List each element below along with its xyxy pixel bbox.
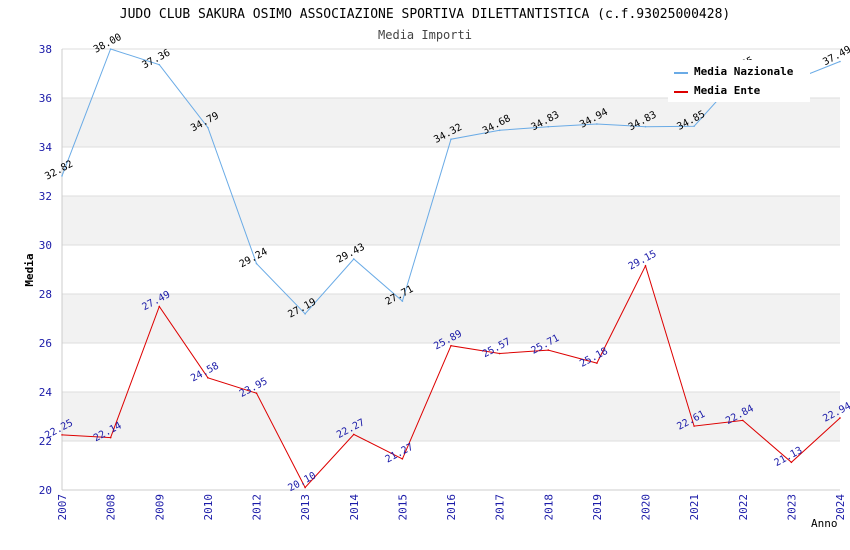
legend-label-nazionale: Media Nazionale [694, 65, 794, 78]
legend: Media Nazionale Media Ente [668, 60, 810, 102]
y-tick-label: 36 [39, 92, 52, 105]
data-point [352, 258, 355, 260]
data-point [158, 63, 161, 66]
x-tick-label: 2022 [737, 494, 750, 521]
data-point [596, 123, 598, 125]
data-point [790, 461, 793, 464]
x-tick-label: 2013 [299, 494, 312, 521]
data-point [61, 175, 63, 177]
data-point [352, 433, 355, 436]
data-point [644, 265, 647, 267]
data-point [401, 458, 404, 460]
y-tick-label: 34 [39, 141, 53, 154]
data-point [255, 262, 258, 265]
y-tick-label: 28 [39, 288, 52, 301]
x-tick-label: 2010 [202, 494, 215, 521]
x-tick-label: 2009 [153, 494, 166, 521]
x-tick-label: 2023 [785, 494, 798, 521]
y-tick-label: 38 [39, 43, 52, 56]
data-point [644, 125, 647, 128]
x-tick-label: 2007 [56, 494, 69, 521]
data-point [109, 436, 112, 439]
legend-background [668, 60, 810, 102]
legend-label-ente: Media Ente [694, 84, 761, 97]
chart-title: JUDO CLUB SAKURA OSIMO ASSOCIAZIONE SPOR… [120, 7, 730, 22]
data-point [498, 129, 501, 132]
y-tick-label: 20 [39, 484, 52, 497]
x-tick-label: 2016 [445, 494, 458, 521]
data-point [547, 349, 550, 351]
x-tick-label: 2018 [542, 494, 555, 521]
y-tick-label: 26 [39, 337, 52, 350]
x-tick-label: 2024 [834, 494, 847, 521]
x-tick-label: 2021 [688, 494, 701, 521]
data-point [596, 362, 598, 364]
x-tick-label: 2015 [396, 494, 409, 521]
data-point [61, 434, 63, 436]
y-tick-label: 22 [39, 435, 52, 448]
data-point [207, 126, 209, 129]
data-point [498, 352, 501, 355]
plot-band [62, 196, 840, 245]
y-tick-label: 32 [39, 190, 52, 203]
data-point [839, 60, 841, 63]
y-axis-label: Media [23, 253, 36, 286]
data-point [547, 125, 550, 128]
y-axis-ticks: 20 22 24 26 28 30 32 34 36 38 [39, 43, 53, 497]
x-axis-ticks: 2007 2008 2009 2010 2012 2013 2014 2015 2016 2017… [56, 494, 847, 521]
gridlines [61, 48, 840, 491]
data-point [693, 125, 695, 127]
data-point [401, 300, 404, 302]
data-point [255, 392, 258, 395]
plot-band [62, 294, 840, 343]
data-point [693, 425, 695, 427]
chart-subtitle: Media Importi [378, 28, 472, 42]
x-tick-label: 2017 [494, 494, 507, 521]
y-tick-label: 24 [39, 386, 53, 399]
data-point [158, 305, 161, 308]
x-tick-label: 2019 [591, 494, 604, 521]
x-tick-label: 2012 [251, 494, 264, 521]
data-point [450, 344, 452, 347]
data-point [304, 486, 306, 489]
x-tick-label: 2020 [640, 494, 653, 521]
plot-background [62, 49, 840, 490]
y-tick-label: 30 [39, 239, 52, 252]
data-point [741, 419, 744, 422]
data-point [304, 313, 306, 315]
x-axis-label: Anno [811, 517, 838, 530]
data-point [109, 48, 112, 50]
data-point [839, 417, 841, 419]
x-tick-label: 2008 [105, 494, 118, 521]
data-point [450, 138, 452, 140]
plot-band [62, 392, 840, 441]
data-point [207, 376, 209, 379]
x-tick-label: 2014 [348, 494, 361, 521]
